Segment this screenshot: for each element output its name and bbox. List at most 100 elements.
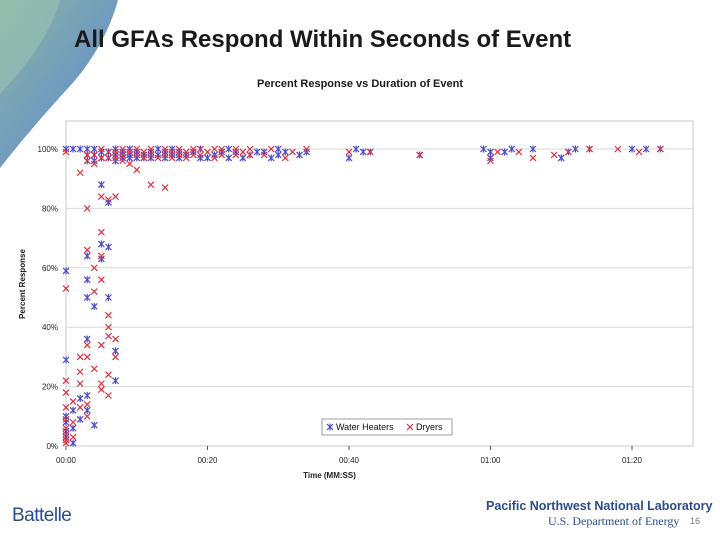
dryers-point xyxy=(97,252,105,260)
water-heaters-point xyxy=(529,145,537,153)
water-heaters-point xyxy=(296,151,303,159)
dryers-point xyxy=(189,145,197,153)
water-heaters-point xyxy=(83,294,91,301)
y-tick-label: 0% xyxy=(46,442,58,451)
dryers-point xyxy=(246,151,254,159)
water-heaters-point xyxy=(83,145,91,153)
water-heaters-point xyxy=(83,335,91,343)
dryers-point xyxy=(119,151,127,159)
dryers-point xyxy=(97,276,105,284)
water-heaters-point xyxy=(642,145,650,153)
water-heaters-point xyxy=(83,276,91,284)
dryers-point xyxy=(112,335,119,343)
dryers-point xyxy=(494,148,501,156)
water-heaters-point xyxy=(274,145,282,153)
dryers-point xyxy=(62,285,70,293)
water-heaters-point xyxy=(83,252,91,260)
dryers-point xyxy=(97,341,105,349)
water-heaters-point xyxy=(97,181,105,189)
water-heaters-point xyxy=(239,154,247,162)
water-heaters-point xyxy=(359,148,367,156)
x-tick-label: 01:00 xyxy=(480,456,501,465)
dryers-point xyxy=(189,151,197,159)
dryers-point xyxy=(119,157,127,165)
dryers-point xyxy=(147,181,155,189)
dryers-point xyxy=(62,389,70,396)
dryers-point xyxy=(182,154,190,162)
dryers-point xyxy=(83,400,91,408)
water-heaters-point xyxy=(225,154,233,162)
water-heaters-point xyxy=(83,406,91,414)
dryers-point xyxy=(83,341,91,349)
dryers-point xyxy=(218,151,226,159)
corner-sweep-highlight xyxy=(0,0,60,94)
water-heaters-point xyxy=(62,356,70,364)
dryers-point xyxy=(90,160,98,168)
dryers-point xyxy=(168,154,176,162)
water-heaters-point xyxy=(487,148,494,156)
dryers-point xyxy=(487,157,494,165)
dryers-point xyxy=(76,368,84,376)
dryers-point xyxy=(105,332,112,340)
water-heaters-point xyxy=(352,145,360,153)
water-heaters-point xyxy=(62,267,70,275)
dryers-point xyxy=(97,380,105,388)
dryers-point xyxy=(281,154,289,162)
water-heaters-point xyxy=(571,145,579,153)
dryers-point xyxy=(154,154,162,162)
legend-label: Dryers xyxy=(416,422,443,432)
water-heaters-point xyxy=(253,148,261,156)
y-axis-label: Percent Response xyxy=(18,249,27,319)
dryers-point xyxy=(211,154,218,162)
dryers-point xyxy=(119,145,127,153)
dryers-point xyxy=(635,148,643,156)
dryers-point xyxy=(529,154,537,162)
dryers-point xyxy=(76,380,84,388)
dryers-point xyxy=(97,154,105,162)
x-tick-label: 01:20 xyxy=(622,456,643,465)
y-tick-label: 100% xyxy=(38,145,58,154)
y-tick-label: 40% xyxy=(42,323,58,332)
dryers-point xyxy=(105,196,112,203)
dryers-point xyxy=(69,418,77,426)
dryers-point xyxy=(62,415,70,423)
dryers-point xyxy=(147,145,155,153)
dryers-point xyxy=(62,430,70,438)
dryers-point xyxy=(197,145,204,153)
dryers-point xyxy=(586,145,593,153)
dryers-point xyxy=(161,145,169,153)
water-heaters-point xyxy=(105,294,112,301)
dryers-point xyxy=(161,184,169,192)
dryers-point xyxy=(97,193,105,200)
dryers-point xyxy=(288,148,296,156)
plot-area xyxy=(65,120,694,447)
dryers-point xyxy=(90,264,98,272)
dryers-point xyxy=(133,151,141,159)
dryers-point xyxy=(112,148,119,156)
dryers-point xyxy=(345,148,353,156)
water-heaters-point xyxy=(90,145,98,153)
water-heaters-point xyxy=(225,145,233,153)
dryers-point xyxy=(90,151,98,159)
dryers-point xyxy=(260,151,268,159)
dryers-point xyxy=(416,151,424,159)
legend-marker xyxy=(326,423,334,431)
dryers-point xyxy=(83,412,91,420)
water-heaters-point xyxy=(83,392,91,400)
dryers-point xyxy=(83,353,91,361)
water-heaters-point xyxy=(105,243,112,251)
x-tick-label: 00:20 xyxy=(197,456,218,465)
legend-marker xyxy=(406,423,414,431)
dryers-point xyxy=(105,323,112,331)
dryers-point xyxy=(62,377,70,385)
slide-title: All GFAs Respond Within Seconds of Event xyxy=(74,26,572,53)
chart-title: Percent Response vs Duration of Event xyxy=(257,78,463,90)
dryers-point xyxy=(62,148,70,156)
dryers-point xyxy=(76,353,84,361)
water-heaters-point xyxy=(345,154,353,162)
water-heaters-point xyxy=(557,154,565,162)
y-tick-label: 20% xyxy=(42,383,58,392)
dryers-point xyxy=(366,148,374,156)
dryers-point xyxy=(105,148,112,156)
dryers-point xyxy=(83,246,91,254)
